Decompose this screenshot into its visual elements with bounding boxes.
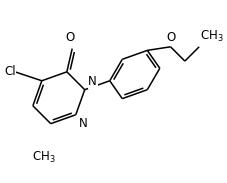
- Text: O: O: [165, 31, 174, 44]
- Text: CH$_3$: CH$_3$: [199, 29, 223, 44]
- Text: N: N: [88, 75, 97, 88]
- Text: Cl: Cl: [4, 65, 16, 78]
- Text: N: N: [79, 117, 88, 130]
- Text: CH$_3$: CH$_3$: [32, 150, 55, 165]
- Text: O: O: [66, 31, 75, 44]
